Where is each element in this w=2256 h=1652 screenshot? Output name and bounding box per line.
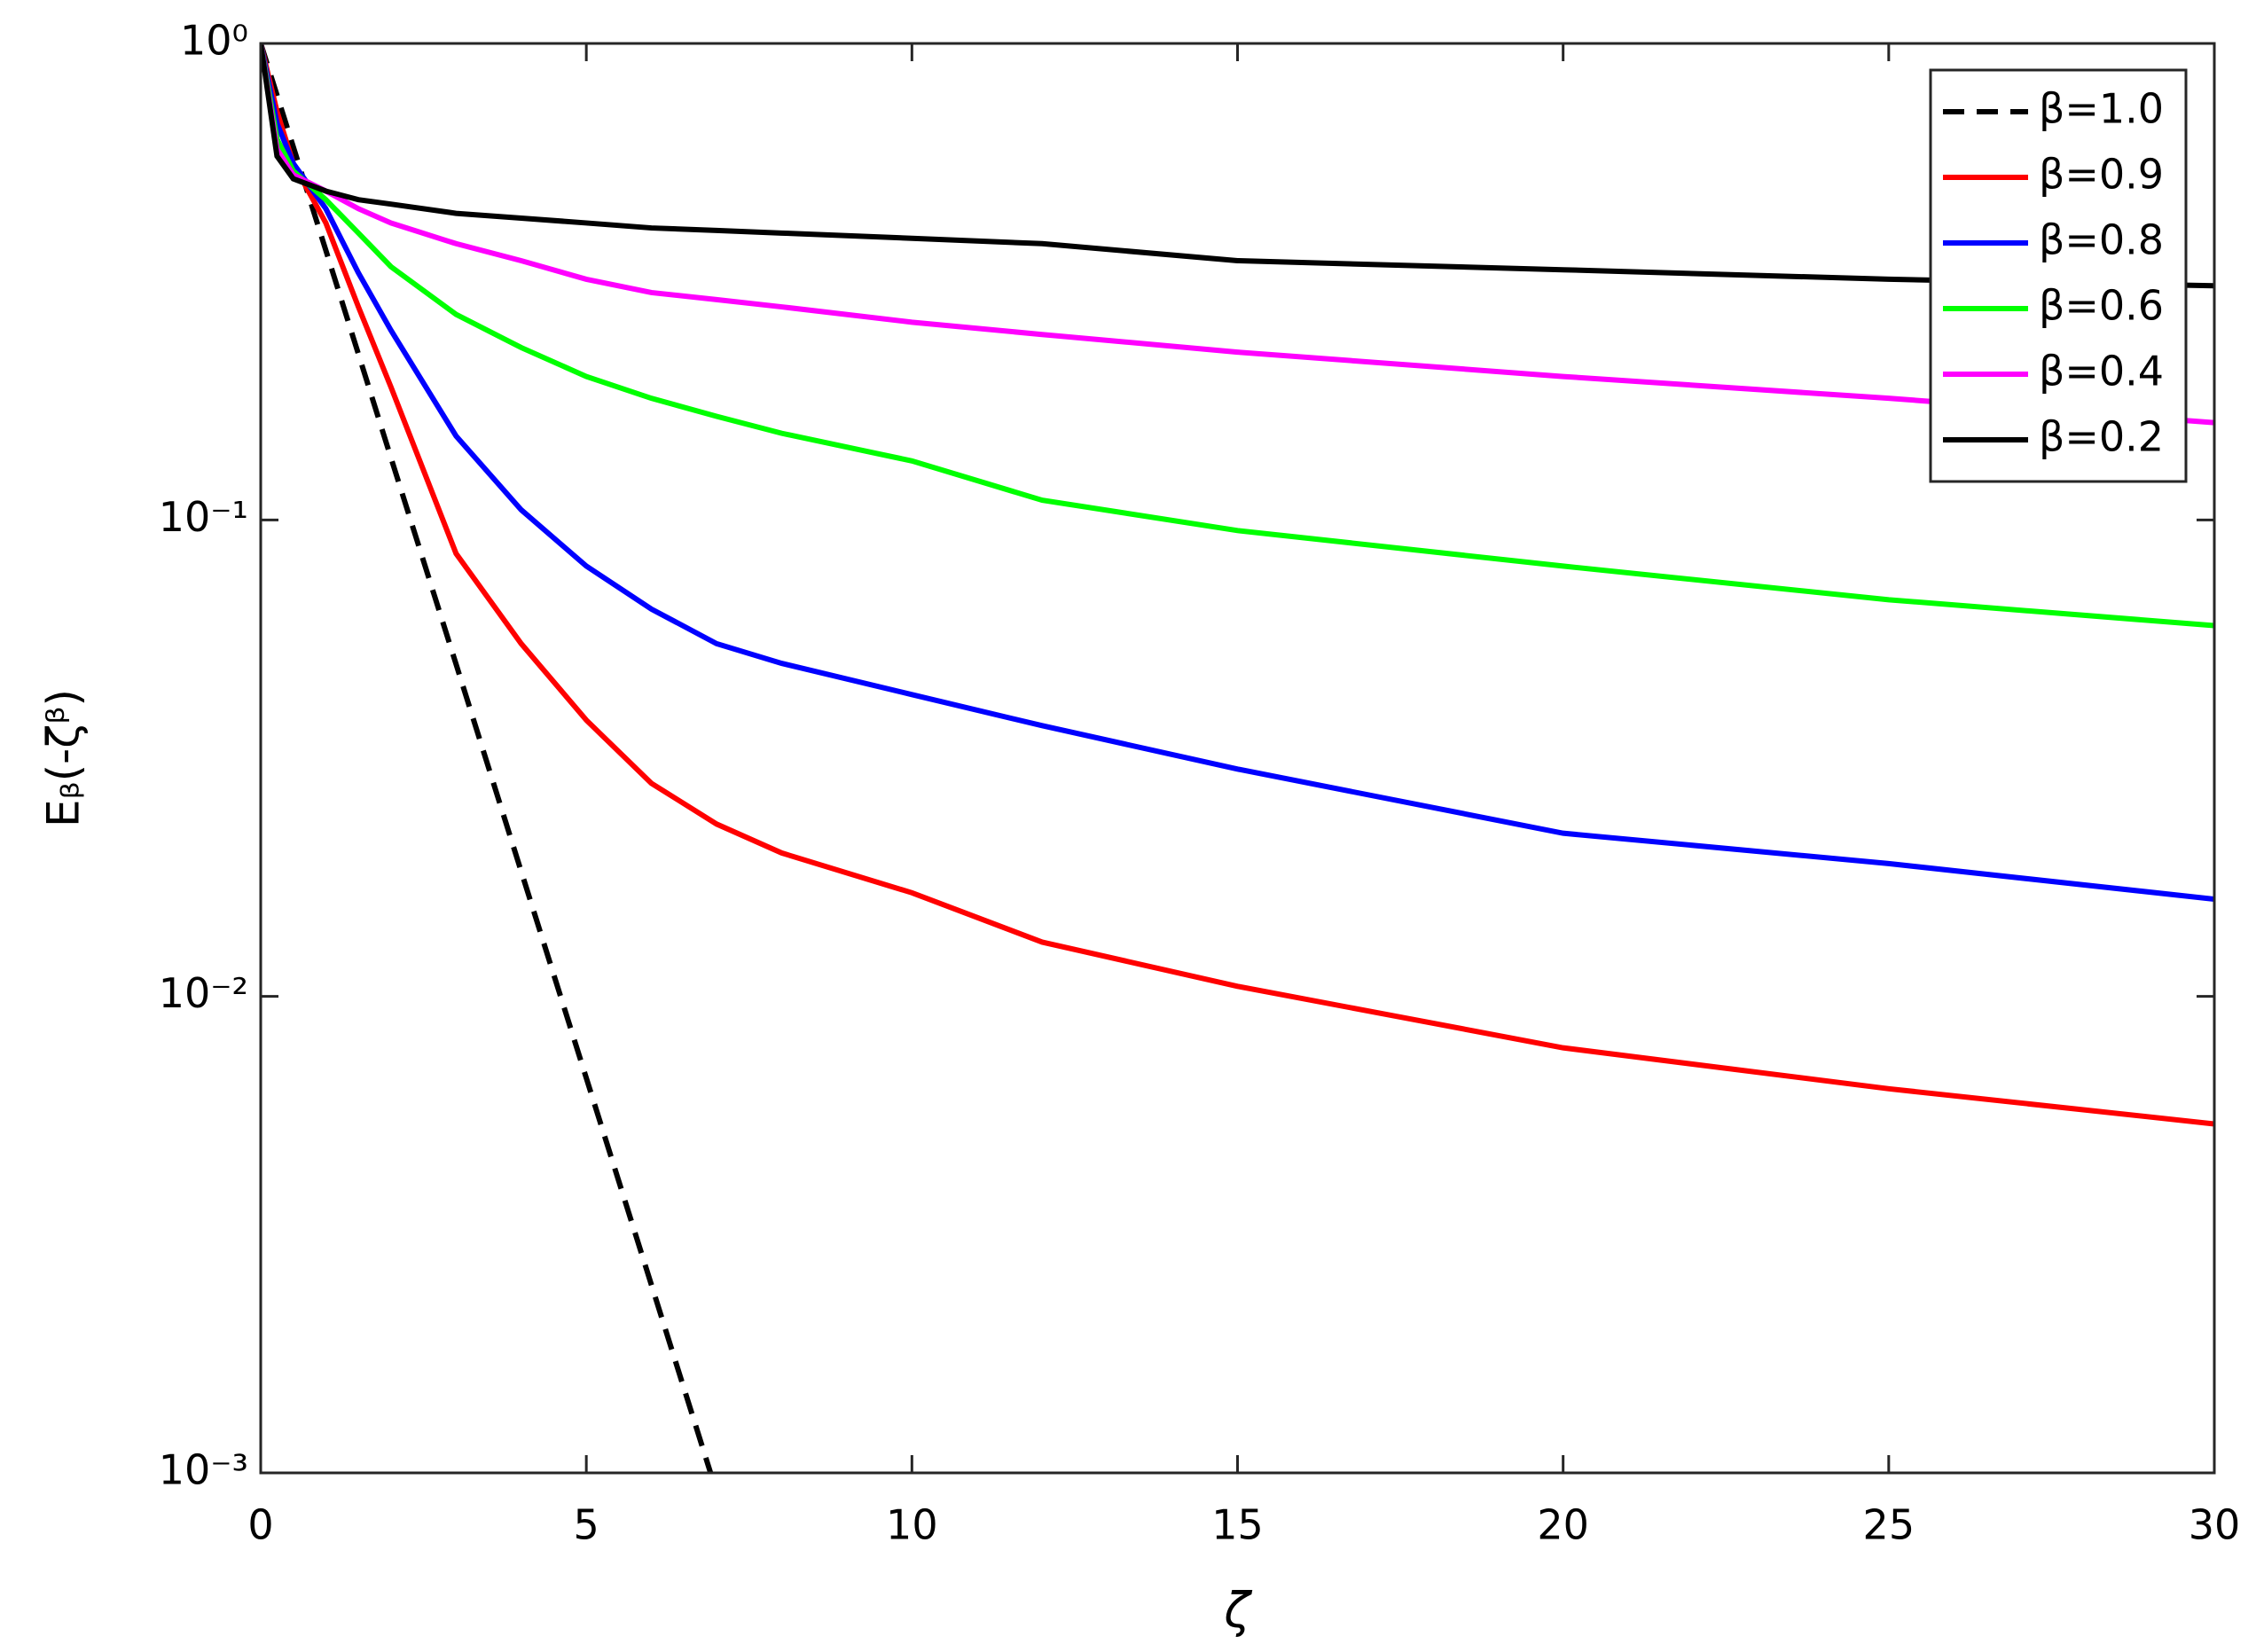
legend-box bbox=[1929, 68, 2188, 483]
legend: β=1.0 β=0.9 β=0.8 β=0.6 β=0.4 β=0.2 bbox=[1929, 68, 2188, 483]
series-line bbox=[261, 43, 714, 1473]
y-axis-label: Eᵦ(-ζᵝ) bbox=[38, 689, 90, 827]
series-line bbox=[261, 43, 2214, 1127]
y-tick-label: 10⁻¹ bbox=[159, 493, 248, 541]
x-tick-label: 25 bbox=[1863, 1501, 1915, 1549]
legend-label: β=0.2 bbox=[2039, 413, 2164, 461]
legend-label: β=0.4 bbox=[2039, 348, 2164, 395]
legend-label: β=0.8 bbox=[2039, 216, 2164, 264]
x-tick-label: 0 bbox=[247, 1501, 273, 1549]
plot-lines bbox=[261, 43, 2214, 1473]
x-tick-label: 30 bbox=[2189, 1501, 2241, 1549]
x-tick-label: 15 bbox=[1211, 1501, 1264, 1549]
plot-area bbox=[261, 43, 2214, 1473]
legend-label: β=0.9 bbox=[2039, 151, 2164, 199]
x-tick-label: 5 bbox=[574, 1501, 599, 1549]
x-tick-label: 10 bbox=[886, 1501, 938, 1549]
x-tick-label: 20 bbox=[1537, 1501, 1589, 1549]
legend-label: β=0.6 bbox=[2039, 282, 2164, 330]
legend-label: β=1.0 bbox=[2039, 85, 2164, 133]
y-tick-label: 10⁻² bbox=[159, 969, 248, 1017]
y-tick-label: 10⁻³ bbox=[159, 1446, 248, 1494]
series-line bbox=[261, 43, 2214, 289]
series-line bbox=[261, 43, 2214, 902]
y-tick-label: 10⁰ bbox=[180, 17, 248, 65]
x-axis-label: ζ bbox=[1223, 1583, 1252, 1639]
series-line bbox=[261, 43, 2214, 629]
